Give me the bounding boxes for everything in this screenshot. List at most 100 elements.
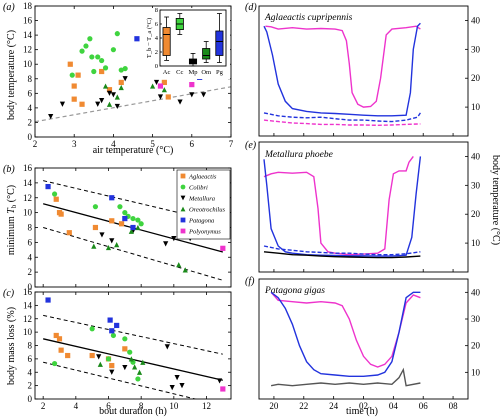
panel-b-point-oreotrochilus <box>114 242 120 248</box>
panel-b-ytick-label: 16 <box>23 163 33 173</box>
panel-c-point-metallura <box>96 354 102 360</box>
panel-c-ytick-label: 6 <box>28 354 33 364</box>
panel-c-point-metallura <box>179 383 185 389</box>
legend-marker-oreotrochilus <box>180 206 186 212</box>
inset-ytick-label: 2 <box>155 49 158 56</box>
panel-a-point-colibri <box>122 65 128 72</box>
panel-a-points <box>48 31 207 120</box>
panel-a-point-oreotrochilus <box>150 83 156 89</box>
panel-a-ytick-label: 4 <box>28 103 33 113</box>
panel-f-xtick-label: 02 <box>359 401 368 411</box>
legend-frame <box>176 169 231 240</box>
legend-label-oreotrochilus: Oreotrochilus <box>189 207 225 214</box>
panel-a-xtick-label: 7 <box>229 139 234 149</box>
panel-d-lines <box>263 22 421 127</box>
panel-b-confidence-line <box>43 227 223 281</box>
panel-a-point-oreotrochilus <box>106 101 113 107</box>
panel-d-ticks: 10 20 30 40 <box>273 15 481 136</box>
panel-a-point-aglaeactis <box>161 79 167 86</box>
panel-f-xlabel: time (h) <box>346 406 378 417</box>
panel-c-point-aglaeactis <box>89 352 95 359</box>
panel-a-xtick-label: 4 <box>111 139 116 149</box>
panel-a-ytick-label: 10 <box>23 59 33 69</box>
panel-c-point-patagona <box>107 317 113 323</box>
panel-c-ylabel: body mass loss (%) <box>6 307 17 385</box>
panel-b-point-oreotrochilus <box>135 224 141 231</box>
panel-c-point-colibri <box>127 349 133 355</box>
panel-c-label: (c) <box>3 288 15 299</box>
panel-a-point-colibri <box>114 31 120 37</box>
inset-ytick-label: 8 <box>155 7 158 14</box>
panel-e-series-line <box>263 245 421 256</box>
panel-a-point-colibri <box>83 43 89 49</box>
inset-ytick-label: 6 <box>155 21 159 28</box>
panel-b-point-oreotrochilus <box>176 262 182 268</box>
panel-c: (c) body mass loss (%) bout duration (h)… <box>3 287 232 417</box>
panel-e-ytick-label: 30 <box>471 180 481 190</box>
panel-c-point-patagona <box>109 328 115 334</box>
panel-c-confidence-line <box>43 361 198 399</box>
panel-f-title: Patagona gigas <box>264 286 325 296</box>
panel-a-ytick-label: 16 <box>23 16 33 26</box>
panel-a-point-oreotrochilus <box>102 83 109 89</box>
panel-c-point-metallura <box>169 385 175 391</box>
panel-e-ytick-label: 20 <box>471 209 481 219</box>
panel-c-point-metallura <box>122 364 128 371</box>
panel-c-point-metallura <box>174 375 180 381</box>
panel-f-ytick-label: 10 <box>471 367 481 377</box>
panel-e-ticks: 10 20 30 40 <box>273 151 481 272</box>
panel-f-series-line <box>270 291 421 377</box>
legend-label-polyonymus: Polyonymus <box>188 229 221 236</box>
panel-a-ytick-label: 6 <box>28 88 33 98</box>
legend-marker-polyonymus <box>180 228 186 234</box>
panel-a-point-metallura <box>189 92 195 98</box>
panel-a-point-metallura <box>110 92 116 98</box>
legend-marker-metallura <box>180 195 186 201</box>
panel-a-ytick-label: 2 <box>28 117 33 127</box>
panel-c-point-patagona <box>45 297 51 303</box>
panel-a-point-aglaeactis <box>106 87 113 93</box>
panel-a-point-colibri <box>102 65 109 71</box>
panel-b-ytick-label: 2 <box>28 267 33 277</box>
panel-d-series-line <box>265 25 421 108</box>
panel-a-reference-line <box>34 86 232 123</box>
panel-a-ytick-label: 8 <box>28 74 33 84</box>
panel-b-point-oreotrochilus <box>91 243 97 249</box>
panel-c-xtick-label: 2 <box>41 401 46 411</box>
legend-marker-patagona <box>180 217 186 223</box>
panel-c-point-aglaeactis <box>65 352 71 359</box>
panel-a-point-polyonymus <box>157 83 164 89</box>
inset-ytick-label: 0 <box>155 63 158 70</box>
panel-b-label: (b) <box>3 164 15 175</box>
panel-a-point-metallura <box>95 101 101 107</box>
panel-c-confidence-line <box>43 314 223 355</box>
panel-a-point-oreotrochilus <box>118 84 124 91</box>
panel-c-point-metallura <box>109 369 115 375</box>
panel-a-point-colibri <box>118 67 124 73</box>
panel-a-xtick-label: 2 <box>33 139 38 149</box>
panel-a-point-metallura <box>106 90 113 96</box>
panel-a-ytick-label: 0 <box>28 132 33 142</box>
panel-b-point-metallura <box>163 241 169 247</box>
panel-b-point-patagona <box>45 183 51 190</box>
panel-a-point-aglaeactis <box>99 68 105 75</box>
panel-b-point-polyonymus <box>220 245 226 251</box>
legend-label-patagona: Patagona <box>188 218 214 225</box>
panel-a-point-metallura <box>59 101 66 107</box>
inset-box-om <box>202 48 211 60</box>
panel-c-point-colibri <box>52 360 58 367</box>
panel-c-point-oreotrochilus <box>97 361 103 367</box>
panel-c-point-metallura <box>216 378 223 384</box>
panel-a-point-metallura <box>200 92 207 98</box>
panel-c-xtick-label: 6 <box>106 401 111 411</box>
panel-c-ytick-label: 10 <box>23 327 33 337</box>
panel-b-point-patagona <box>122 215 128 222</box>
panel-c-point-oreotrochilus <box>128 356 134 362</box>
panel-a-ytick-label: 18 <box>23 1 33 11</box>
panel-a-point-colibri <box>110 47 116 53</box>
panel-c-ytick-label: 16 <box>23 287 33 297</box>
inset-box-pg <box>215 30 224 56</box>
panel-a-point-aglaeactis <box>67 61 73 67</box>
panel-b-ytick-label: 12 <box>23 193 32 203</box>
